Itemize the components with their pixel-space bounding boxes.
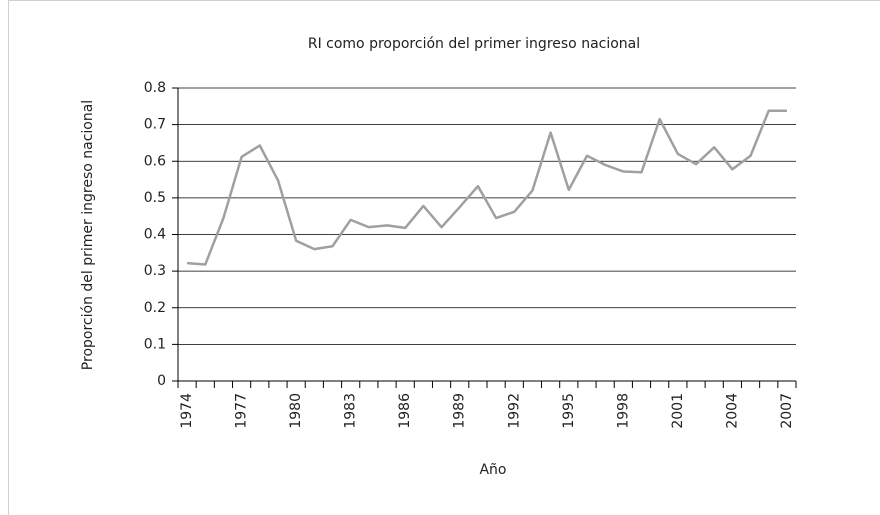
y-tick-label: 0.5 — [144, 190, 166, 206]
x-tick-label: 1974 — [179, 393, 195, 429]
x-tick-label: 1986 — [397, 393, 413, 429]
chart-title: RI como proporción del primer ingreso na… — [308, 36, 640, 52]
x-tick-label: 2001 — [670, 393, 686, 429]
series-line — [186, 109, 787, 266]
x-tick-label: 1992 — [506, 393, 522, 429]
x-tick-label: 2007 — [779, 393, 795, 429]
x-tick-label: 1977 — [234, 393, 250, 429]
y-tick-label: 0.6 — [144, 153, 166, 169]
y-tick-label: 0.7 — [144, 117, 166, 133]
panel-frame — [8, 0, 880, 515]
y-tick-label: 0.4 — [144, 227, 166, 243]
x-tick-label: 1998 — [615, 393, 631, 429]
x-tick-label: 1980 — [288, 393, 304, 429]
x-tick-label: 1995 — [561, 393, 577, 429]
y-tick-label: 0.3 — [144, 263, 166, 279]
y-tick-label: 0.1 — [144, 336, 166, 352]
y-tick-label: 0.2 — [144, 300, 166, 316]
y-axis-label: Proporción del primer ingreso nacional — [80, 100, 96, 370]
x-tick-label: 2004 — [724, 393, 740, 429]
x-axis-label: Año — [479, 462, 506, 478]
x-tick-label: 1983 — [343, 393, 359, 429]
x-tick-label: 1989 — [452, 393, 468, 429]
y-tick-label: 0.8 — [144, 80, 166, 96]
y-tick-label: 0 — [157, 373, 166, 389]
